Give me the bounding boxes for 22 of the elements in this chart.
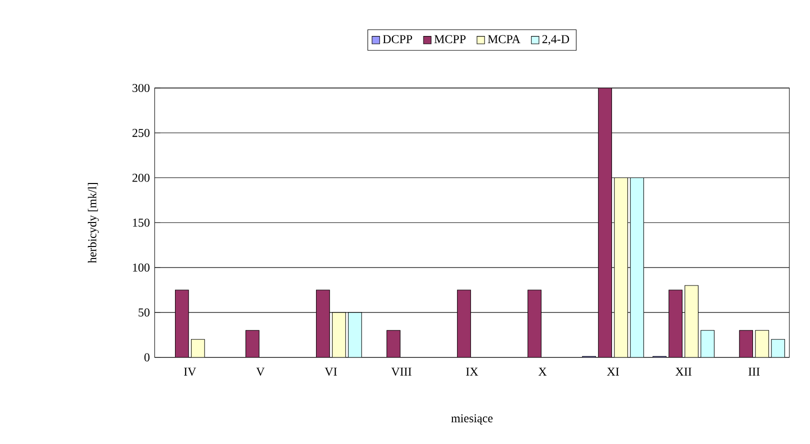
y-axis-title: herbicydy [mk/l]	[88, 183, 99, 264]
y-tick-label: 50	[138, 308, 150, 317]
y-tick-label: 0	[144, 353, 150, 362]
x-tick-label: XII	[676, 368, 692, 376]
y-tick-label: 150	[133, 218, 150, 227]
legend-label: MCPA	[488, 35, 520, 44]
x-tick-label: XI	[606, 368, 619, 376]
x-tick-label: VI	[324, 368, 337, 376]
x-axis-title: miesiące	[451, 414, 493, 425]
x-tick-label: III	[748, 368, 760, 376]
x-tick-label: VIII	[391, 368, 412, 376]
legend-label: 2,4-D	[542, 35, 570, 45]
x-tick-label: IV	[184, 368, 196, 376]
y-tick-label: 200	[132, 174, 150, 182]
x-tick-label: X	[538, 368, 547, 376]
legend-label: DCPP	[382, 35, 412, 44]
legend-label: MCPP	[434, 35, 466, 44]
x-tick-label: IX	[466, 368, 478, 376]
y-tick-label: 100	[133, 264, 150, 272]
x-tick-label: V	[256, 368, 265, 376]
y-tick-label: 300	[132, 84, 150, 92]
y-tick-label: 250	[132, 128, 150, 137]
